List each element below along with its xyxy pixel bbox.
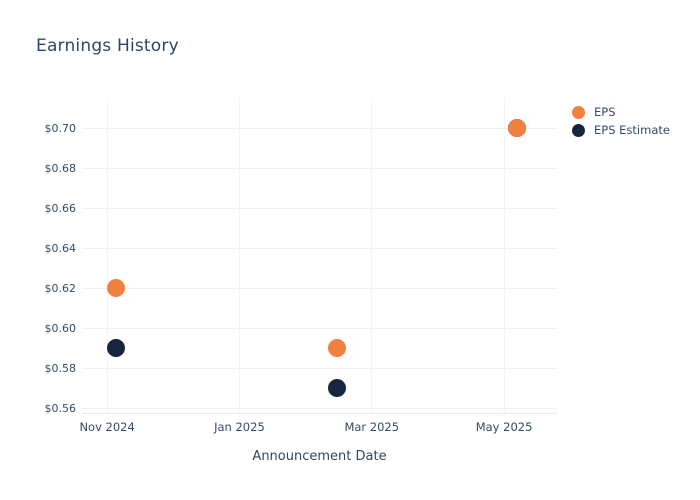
y-tick-label: $0.64 — [44, 242, 77, 255]
x-axis-title: Announcement Date — [252, 449, 387, 464]
data-point-eps[interactable] — [508, 119, 527, 137]
x-tick-label: Jan 2025 — [214, 420, 265, 434]
y-tick-label: $0.58 — [44, 362, 77, 375]
y-gridline — [82, 287, 557, 289]
x-tick-label: Nov 2024 — [79, 420, 135, 434]
y-gridline — [82, 247, 557, 249]
y-gridline — [82, 327, 557, 329]
y-gridline — [82, 407, 557, 409]
x-gridline — [106, 98, 108, 413]
y-gridline — [82, 367, 557, 369]
chart-title: Earnings History — [36, 36, 179, 56]
data-point-eps-estimate[interactable] — [107, 339, 126, 357]
data-point-eps-estimate[interactable] — [328, 379, 347, 397]
legend-item-eps-estimate[interactable]: EPS Estimate — [572, 123, 670, 137]
legend-item-eps[interactable]: EPS — [572, 105, 670, 119]
y-tick-label: $0.66 — [44, 202, 77, 215]
legend-label: EPS Estimate — [594, 123, 670, 137]
y-tick-label: $0.62 — [44, 282, 77, 295]
data-point-eps[interactable] — [107, 279, 126, 297]
legend-swatch-eps-estimate — [572, 123, 585, 137]
x-gridline — [238, 98, 240, 413]
x-gridline — [503, 98, 505, 413]
legend-swatch-eps — [572, 105, 585, 119]
plot-area — [82, 98, 557, 414]
data-point-eps[interactable] — [328, 339, 347, 357]
y-tick-label: $0.68 — [44, 162, 77, 175]
x-gridline — [371, 98, 373, 413]
x-tick-label: May 2025 — [475, 420, 533, 434]
x-tick-label: Mar 2025 — [344, 420, 400, 434]
y-gridline — [82, 167, 557, 169]
y-tick-label: $0.70 — [44, 122, 77, 135]
legend-label: EPS — [594, 105, 616, 119]
y-tick-label: $0.60 — [44, 322, 77, 335]
y-gridline — [82, 207, 557, 209]
y-gridline — [82, 127, 557, 129]
y-tick-label: $0.56 — [44, 402, 77, 415]
legend: EPS EPS Estimate — [572, 105, 670, 141]
